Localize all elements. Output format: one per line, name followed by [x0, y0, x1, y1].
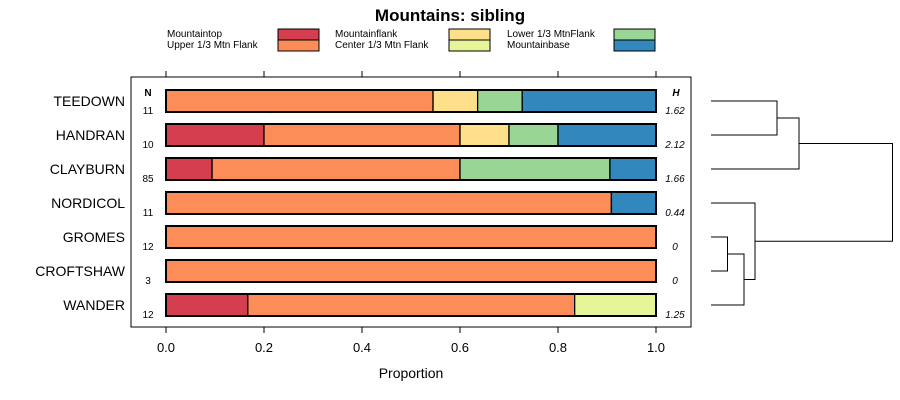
- legend-swatch-center-1-3-mtn-flank: [448, 39, 491, 52]
- bar-segment-gromes-upper-1-3-mtn-flank: [165, 225, 657, 249]
- bar-segment-teedown-lower-1-3-mtnflank: [476, 89, 523, 113]
- n-value-teedown: 11: [143, 106, 154, 117]
- category-label-nordicol: NORDICOL: [51, 195, 125, 211]
- h-value-wander: 1.25: [665, 310, 685, 321]
- dendrogram: [711, 100, 893, 306]
- legend: Mountaintop Mountainflank Lower 1/3 MtnFla…: [167, 28, 656, 52]
- legend-swatch-lower-1-3-mtnflank: [613, 28, 656, 41]
- category-label-croftshaw: CROFTSHAW: [35, 263, 125, 279]
- h-value-clayburn: 1.66: [665, 174, 685, 185]
- bar-outline-teedown: [165, 89, 657, 113]
- dendrogram-branch-2: [711, 236, 728, 272]
- plot-frame: [130, 76, 692, 328]
- x-tick-label-2: 0.4: [353, 340, 371, 355]
- bar-segment-clayburn-mountainbase: [609, 157, 657, 181]
- x-tick-label-0: 0.0: [157, 340, 175, 355]
- dendrogram-branch-4: [711, 202, 756, 280]
- x-tick-label-1: 0.2: [255, 340, 273, 355]
- bar-segment-teedown-mountainflank: [432, 89, 479, 113]
- bar-segment-handran-upper-1-3-mtn-flank: [263, 123, 461, 147]
- x-tick-label-5: 1.0: [647, 340, 665, 355]
- bar-segment-handran-mountainbase: [557, 123, 657, 147]
- n-value-gromes: 12: [142, 242, 154, 253]
- bar-outline-wander: [165, 293, 657, 317]
- bar-segment-wander-upper-1-3-mtn-flank: [247, 293, 576, 317]
- x-tick-label-3: 0.6: [451, 340, 469, 355]
- bar-segment-handran-lower-1-3-mtnflank: [508, 123, 559, 147]
- category-label-teedown: TEEDOWN: [53, 93, 125, 109]
- h-value-teedown: 1.62: [665, 106, 685, 117]
- h-value-gromes: 0: [672, 242, 678, 253]
- h-column-header: H: [672, 88, 680, 99]
- bar-segment-clayburn-lower-1-3-mtnflank: [459, 157, 611, 181]
- bar-segment-wander-center-1-3-mtn-flank: [574, 293, 657, 317]
- x-axis-title: Proportion: [379, 365, 444, 381]
- n-value-croftshaw: 3: [145, 276, 151, 287]
- legend-swatch-mountainflank: [448, 28, 491, 41]
- dendrogram-branch-1: [711, 117, 800, 170]
- bar-segment-teedown-upper-1-3-mtn-flank: [165, 89, 434, 113]
- legend-label-mountainflank: Mountainflank: [335, 29, 398, 40]
- bar-outline-croftshaw: [165, 259, 657, 283]
- n-value-clayburn: 85: [142, 174, 154, 185]
- bar-segment-clayburn-upper-1-3-mtn-flank: [211, 157, 461, 181]
- legend-label-mountaintop: Mountaintop: [167, 29, 222, 40]
- bars: TEEDOWN 11 1.62 HANDRAN 10 2.12 CLAYBURN 85 1.66…: [35, 89, 685, 321]
- bar-outline-nordicol: [165, 191, 657, 215]
- legend-swatch-upper-1-3-mtn-flank: [277, 39, 320, 52]
- n-value-wander: 12: [142, 310, 154, 321]
- n-value-nordicol: 11: [143, 208, 154, 219]
- category-label-wander: WANDER: [63, 297, 125, 313]
- category-label-handran: HANDRAN: [56, 127, 125, 143]
- bar-segment-clayburn-mountaintop: [165, 157, 213, 181]
- bar-segment-nordicol-mountainbase: [610, 191, 657, 215]
- category-label-clayburn: CLAYBURN: [50, 161, 125, 177]
- n-column-header: N: [144, 88, 151, 99]
- category-label-gromes: GROMES: [63, 229, 125, 245]
- bar-segment-croftshaw-upper-1-3-mtn-flank: [165, 259, 657, 283]
- bar-outline-gromes: [165, 225, 657, 249]
- dendrogram-branch-0: [711, 100, 778, 136]
- h-value-croftshaw: 0: [672, 276, 678, 287]
- bar-segment-handran-mountainflank: [459, 123, 510, 147]
- x-tick-label-4: 0.8: [549, 340, 567, 355]
- dendrogram-branch-5: [755, 143, 893, 242]
- h-value-handran: 2.12: [664, 140, 685, 151]
- legend-label-upper-1-3-mtn-flank: Upper 1/3 Mtn Flank: [167, 40, 259, 51]
- legend-label-mountainbase: Mountainbase: [507, 40, 570, 51]
- legend-swatch-mountainbase: [613, 39, 656, 52]
- x-axis: 0.0 0.2 0.4 0.6 0.8 1.0: [157, 71, 665, 355]
- bar-segment-teedown-mountainbase: [521, 89, 657, 113]
- n-value-handran: 10: [142, 140, 154, 151]
- bar-outline-handran: [165, 123, 657, 147]
- bar-segment-handran-mountaintop: [165, 123, 265, 147]
- legend-swatch-mountaintop: [277, 28, 320, 41]
- bar-outline-clayburn: [165, 157, 657, 181]
- legend-label-center-1-3-mtn-flank: Center 1/3 Mtn Flank: [335, 40, 429, 51]
- bar-segment-wander-mountaintop: [165, 293, 249, 317]
- chart-title: Mountains: sibling: [375, 6, 525, 25]
- h-value-nordicol: 0.44: [665, 208, 685, 219]
- legend-label-lower-1-3-mtnflank: Lower 1/3 MtnFlank: [507, 29, 596, 40]
- bar-segment-nordicol-upper-1-3-mtn-flank: [165, 191, 613, 215]
